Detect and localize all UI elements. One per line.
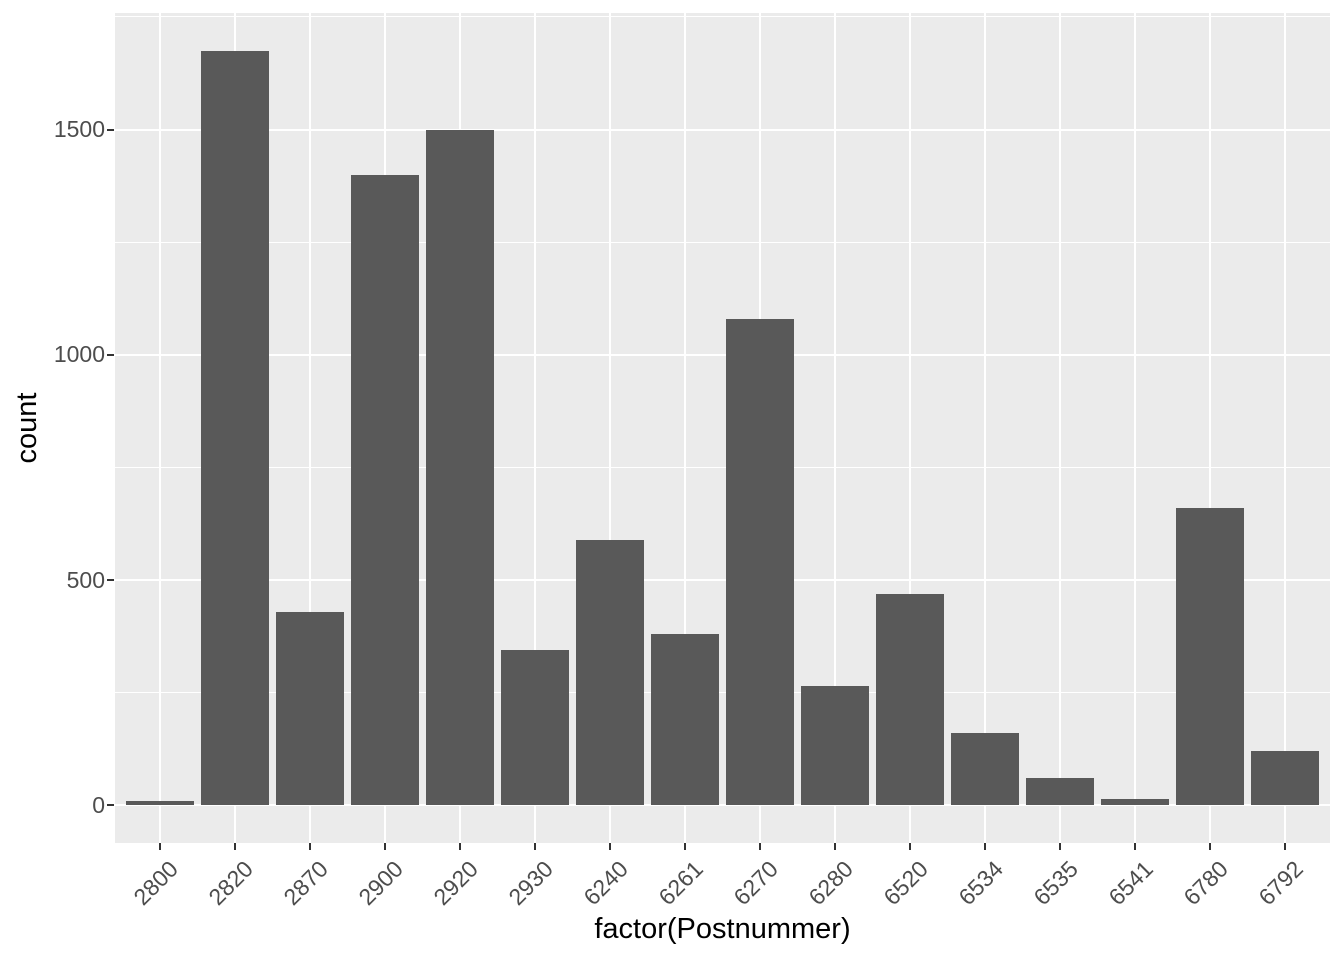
bar-6240 — [576, 539, 644, 806]
bar-6792 — [1251, 751, 1319, 806]
x-tick-mark-6792 — [1284, 843, 1286, 850]
gridline-major-500 — [115, 579, 1330, 581]
gridline-minor-1250 — [115, 241, 1330, 243]
gridline-vertical-6261 — [684, 13, 686, 843]
gridline-vertical-2800 — [159, 13, 161, 843]
bar-2930 — [501, 649, 569, 806]
bar-2820 — [201, 50, 269, 806]
y-tick-label-500: 500 — [66, 566, 105, 593]
gridline-vertical-6792 — [1284, 13, 1286, 843]
x-tick-mark-6780 — [1209, 843, 1211, 850]
y-axis-title: count — [11, 392, 43, 464]
plot-panel — [115, 13, 1330, 843]
bar-2920 — [426, 129, 494, 806]
y-tick-label-0: 0 — [92, 791, 105, 818]
bar-6520 — [876, 593, 944, 806]
gridline-major-1500 — [115, 128, 1330, 131]
y-tick-mark-0 — [107, 804, 114, 807]
x-tick-mark-6261 — [684, 843, 686, 850]
gridline-minor-250 — [115, 692, 1330, 694]
gridline-major-0 — [115, 804, 1330, 807]
y-tick-label-1500: 1500 — [53, 116, 105, 143]
x-tick-mark-6534 — [984, 843, 986, 850]
bar-6535 — [1026, 778, 1094, 806]
gridline-vertical-6240 — [609, 13, 611, 843]
bar-2800 — [126, 800, 194, 806]
x-tick-mark-2930 — [534, 843, 536, 850]
x-tick-mark-6535 — [1059, 843, 1061, 850]
gridline-vertical-6520 — [909, 13, 911, 843]
y-tick-mark-1500 — [107, 128, 114, 131]
gridline-vertical-2870 — [309, 13, 311, 843]
gridline-vertical-6780 — [1209, 13, 1211, 843]
x-tick-mark-2870 — [309, 843, 311, 850]
y-tick-label-1000: 1000 — [53, 341, 105, 368]
gridline-vertical-6541 — [1134, 13, 1136, 843]
y-tick-mark-1000 — [107, 353, 114, 356]
x-tick-mark-2820 — [234, 843, 236, 850]
gridline-vertical-2930 — [534, 13, 536, 843]
gridline-vertical-6535 — [1059, 13, 1061, 843]
x-tick-mark-2920 — [459, 843, 461, 850]
bar-6780 — [1176, 508, 1244, 806]
y-tick-mark-500 — [107, 579, 114, 581]
x-axis-title: factor(Postnummer) — [594, 913, 851, 945]
gridline-vertical-6280 — [834, 13, 836, 843]
gridline-minor-1750 — [115, 16, 1330, 18]
gridline-vertical-6534 — [984, 13, 986, 843]
gridline-major-1000 — [115, 353, 1330, 356]
bar-6261 — [651, 634, 719, 806]
bar-2900 — [351, 174, 419, 806]
bar-6270 — [726, 318, 794, 806]
x-tick-mark-6520 — [909, 843, 911, 850]
x-tick-mark-2900 — [384, 843, 386, 850]
x-tick-mark-6541 — [1134, 843, 1136, 850]
bar-6280 — [801, 685, 869, 806]
bar-6541 — [1101, 798, 1169, 806]
bar-6534 — [951, 733, 1019, 806]
bar-2870 — [276, 611, 344, 806]
x-tick-mark-6280 — [834, 843, 836, 850]
x-tick-mark-2800 — [159, 843, 161, 850]
x-tick-mark-6270 — [759, 843, 761, 850]
gridline-minor-750 — [115, 466, 1330, 468]
x-tick-mark-6240 — [609, 843, 611, 850]
